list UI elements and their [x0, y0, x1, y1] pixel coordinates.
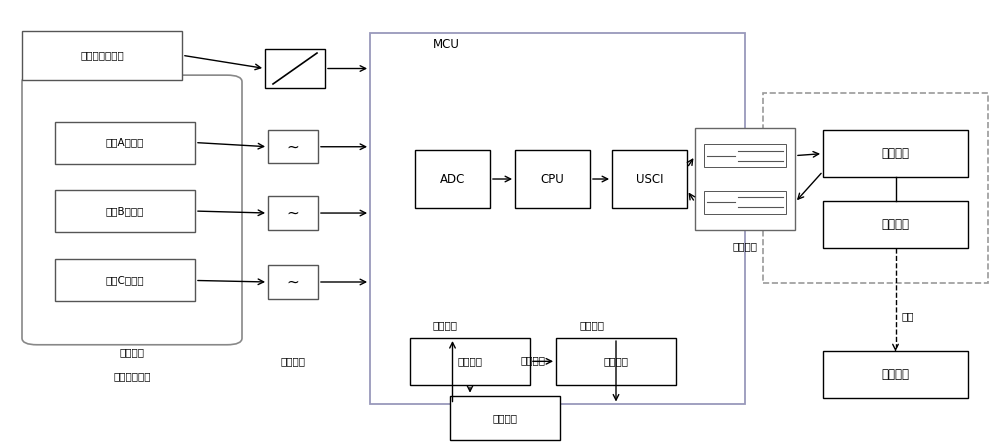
Text: 突变量触发回路: 突变量触发回路: [80, 50, 124, 60]
Text: 信号调理: 信号调理: [281, 356, 306, 366]
Bar: [55, 259, 195, 301]
Text: ADC: ADC: [440, 172, 465, 186]
Bar: [55, 122, 195, 164]
Text: ~: ~: [287, 206, 299, 221]
Bar: [268, 196, 318, 229]
Bar: [763, 93, 988, 283]
Bar: [415, 150, 490, 208]
Text: 取电控制: 取电控制: [432, 320, 458, 330]
Text: 电缆C相测量: 电缆C相测量: [106, 275, 144, 286]
Bar: [823, 130, 968, 177]
Text: 调度总站: 调度总站: [882, 218, 910, 231]
Bar: [823, 351, 968, 398]
Bar: [704, 145, 786, 167]
Text: 电源模块: 电源模块: [604, 356, 629, 366]
Bar: [556, 338, 676, 385]
Text: ~: ~: [287, 139, 299, 154]
Text: USCI: USCI: [636, 172, 663, 186]
Text: 电源分配: 电源分配: [520, 355, 546, 365]
Text: ~: ~: [287, 274, 299, 290]
Text: 储能模块: 储能模块: [492, 413, 518, 423]
FancyBboxPatch shape: [22, 75, 242, 345]
Text: 供电回路: 供电回路: [580, 320, 604, 330]
Bar: [515, 150, 590, 208]
Text: 通讯子站: 通讯子站: [882, 147, 910, 160]
Bar: [268, 265, 318, 299]
Bar: [612, 150, 687, 208]
Bar: [823, 201, 968, 248]
Text: MCU: MCU: [433, 38, 460, 51]
Bar: [450, 396, 560, 440]
Bar: [22, 31, 182, 80]
Text: CPU: CPU: [541, 172, 564, 186]
Text: 维护人员: 维护人员: [882, 368, 910, 381]
Bar: [268, 130, 318, 163]
Text: 通信模块: 通信模块: [732, 241, 758, 251]
Bar: [410, 338, 530, 385]
Text: （罗氏线圈）: （罗氏线圈）: [113, 371, 151, 381]
Bar: [370, 33, 745, 404]
Text: 测量模块: 测量模块: [120, 347, 144, 357]
Bar: [265, 49, 325, 88]
Bar: [695, 128, 795, 230]
Text: 电缆A相测量: 电缆A相测量: [106, 137, 144, 148]
Text: 短信: 短信: [902, 311, 914, 321]
Text: 电缆B相测量: 电缆B相测量: [106, 206, 144, 216]
Bar: [55, 190, 195, 232]
Text: 取电模块: 取电模块: [458, 356, 482, 366]
Bar: [704, 191, 786, 213]
